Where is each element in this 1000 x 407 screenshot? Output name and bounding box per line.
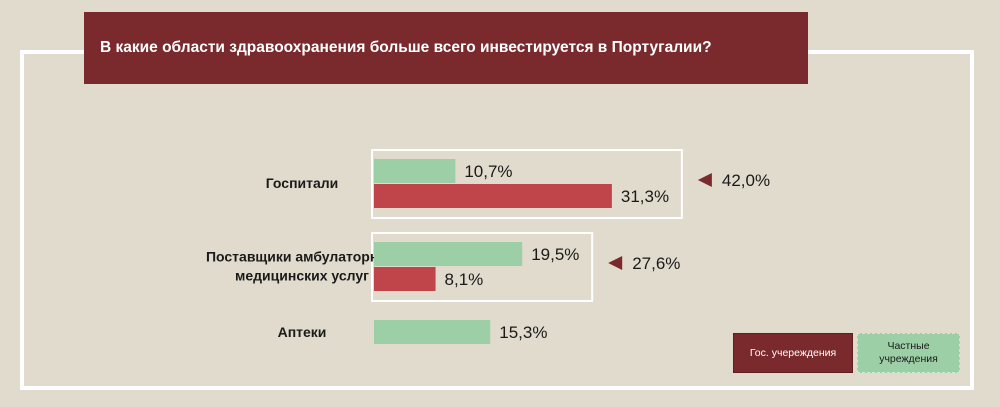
category-label: Аптеки	[278, 324, 327, 340]
total-arrow-icon	[697, 173, 712, 187]
group-box	[371, 232, 594, 302]
total-label: 27,6%	[632, 254, 680, 273]
bar-public	[374, 267, 436, 291]
bar-private	[374, 159, 456, 183]
data-label-public: 8,1%	[445, 270, 484, 289]
bar-private	[374, 320, 491, 344]
legend-public: Гос. учереждения	[733, 333, 853, 373]
data-label-private: 19,5%	[531, 245, 579, 264]
bar-private	[374, 242, 523, 266]
legend-private: Частные учреждения	[857, 333, 960, 373]
category-label: медицинских услуг	[235, 268, 369, 284]
data-label-private: 15,3%	[499, 323, 547, 342]
data-label-public: 31,3%	[621, 187, 669, 206]
group-box	[371, 149, 683, 219]
total-arrow-icon	[608, 256, 623, 270]
total-label: 42,0%	[722, 171, 770, 190]
chart-title: В какие области здравоохранения больше в…	[84, 12, 808, 84]
category-label: Поставщики амбулаторных	[206, 249, 398, 265]
category-label: Госпитали	[266, 175, 339, 191]
bar-public	[374, 184, 612, 208]
data-label-private: 10,7%	[464, 162, 512, 181]
